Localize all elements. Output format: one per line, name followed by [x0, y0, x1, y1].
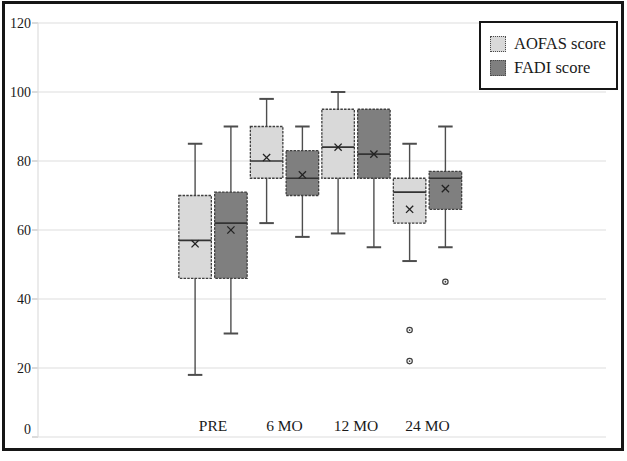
outlier-point-center: [409, 329, 411, 331]
boxplot-box: [322, 109, 355, 178]
boxplot-box: [250, 127, 283, 179]
legend-item-aofas: AOFAS score: [490, 34, 616, 54]
boxplot-box: [179, 196, 212, 279]
aofas-swatch-icon: [490, 36, 506, 52]
x-category-label: 12 MO: [334, 417, 378, 434]
y-axis-tick-label: 60: [17, 223, 31, 238]
y-axis-tick-label: 100: [10, 85, 31, 100]
boxplot-box: [286, 151, 319, 196]
outlier-point-center: [445, 281, 447, 283]
boxplot-box: [215, 192, 248, 278]
x-category-label: 6 MO: [266, 417, 303, 434]
y-axis-tick-label: 120: [10, 16, 31, 31]
x-category-label: 24 MO: [405, 417, 449, 434]
chart-legend: AOFAS score FADI score: [479, 21, 618, 90]
boxplot-figure: 0 20 40 60 80 100 120 PRE 6 MO 12 MO 24 MO AOFAS s…: [0, 0, 627, 461]
boxplot-box: [358, 109, 391, 178]
boxplot-box: [429, 171, 462, 209]
y-axis-tick-label: 80: [17, 154, 31, 169]
legend-label-aofas: AOFAS score: [514, 34, 606, 54]
x-category-label: PRE: [199, 417, 227, 434]
fadi-swatch-icon: [490, 60, 506, 76]
y-axis-tick-label: 0: [24, 422, 31, 437]
legend-label-fadi: FADI score: [514, 58, 590, 78]
y-axis-tick-label: 40: [17, 292, 31, 307]
outlier-point-center: [409, 360, 411, 362]
y-axis-tick-label: 20: [17, 361, 31, 376]
legend-item-fadi: FADI score: [490, 58, 616, 78]
boxplot-box: [393, 178, 426, 223]
